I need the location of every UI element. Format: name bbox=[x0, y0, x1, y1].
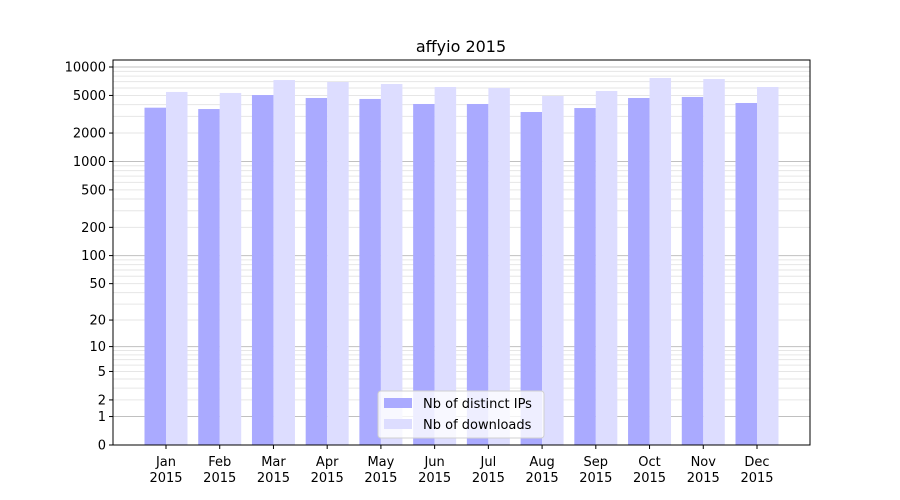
bar-downloads bbox=[273, 80, 295, 445]
axes-frame bbox=[112, 59, 811, 446]
x-tick-label: Aug 2015 bbox=[526, 455, 559, 486]
bar-distinct-ips bbox=[574, 108, 596, 445]
x-tick-label: Apr 2015 bbox=[311, 455, 344, 486]
bar-distinct-ips bbox=[359, 98, 381, 445]
bar-downloads bbox=[219, 92, 242, 445]
bar-distinct-ips bbox=[251, 95, 274, 445]
y-tick-label: 5000 bbox=[73, 89, 106, 104]
x-tick-label: Nov 2015 bbox=[687, 455, 720, 486]
bar-downloads bbox=[703, 79, 725, 445]
bar-downloads bbox=[595, 91, 618, 446]
bar-downloads bbox=[542, 96, 564, 446]
y-tick-label: 10 bbox=[89, 340, 106, 355]
x-tick-label: Sep 2015 bbox=[579, 455, 612, 486]
bar-distinct-ips bbox=[305, 97, 328, 446]
legend-swatch bbox=[384, 419, 412, 429]
bar-distinct-ips bbox=[681, 96, 704, 445]
x-tick-label: Jan 2015 bbox=[149, 455, 182, 486]
x-tick-label: Jul 2015 bbox=[472, 455, 505, 486]
y-tick-label: 2 bbox=[98, 393, 106, 408]
legend-label: Nb of downloads bbox=[423, 418, 532, 433]
y-tick-label: 5 bbox=[98, 365, 106, 380]
bar-downloads bbox=[757, 87, 779, 445]
y-tick-label: 100 bbox=[81, 249, 106, 264]
bar-distinct-ips bbox=[520, 111, 543, 446]
x-tick-label: Jun 2015 bbox=[418, 455, 451, 486]
bar-distinct-ips bbox=[198, 109, 220, 445]
bar-downloads bbox=[166, 91, 188, 446]
bar-downloads bbox=[649, 77, 672, 445]
bar-downloads bbox=[327, 81, 349, 445]
bar-distinct-ips bbox=[413, 103, 435, 445]
x-tick-label: Dec 2015 bbox=[740, 455, 773, 486]
bar-distinct-ips bbox=[735, 102, 757, 445]
y-tick-label: 1000 bbox=[73, 155, 106, 170]
legend-swatch bbox=[384, 398, 412, 408]
y-tick-label: 1 bbox=[98, 410, 106, 425]
bar-downloads bbox=[488, 87, 510, 446]
bar-distinct-ips bbox=[466, 103, 489, 445]
y-tick-label: 50 bbox=[89, 277, 106, 292]
chart-title: affyio 2015 bbox=[416, 37, 506, 56]
y-tick-label: 200 bbox=[81, 221, 106, 236]
bar-distinct-ips bbox=[628, 97, 650, 446]
y-tick-label: 500 bbox=[81, 183, 106, 198]
bar-downloads bbox=[380, 83, 403, 445]
x-tick-label: Oct 2015 bbox=[633, 455, 666, 486]
x-tick-label: May 2015 bbox=[364, 455, 397, 486]
bar-downloads bbox=[434, 87, 457, 445]
y-tick-label: 10000 bbox=[65, 61, 106, 76]
legend-label: Nb of distinct IPs bbox=[423, 397, 532, 412]
x-tick-label: Feb 2015 bbox=[203, 455, 236, 486]
x-tick-label: Mar 2015 bbox=[257, 455, 290, 486]
y-tick-label: 0 bbox=[98, 439, 106, 454]
bar-distinct-ips bbox=[144, 107, 166, 445]
legend: Nb of distinct IPs Nb of downloads bbox=[377, 390, 545, 439]
y-tick-label: 2000 bbox=[73, 127, 106, 142]
y-tick-label: 20 bbox=[89, 314, 106, 329]
